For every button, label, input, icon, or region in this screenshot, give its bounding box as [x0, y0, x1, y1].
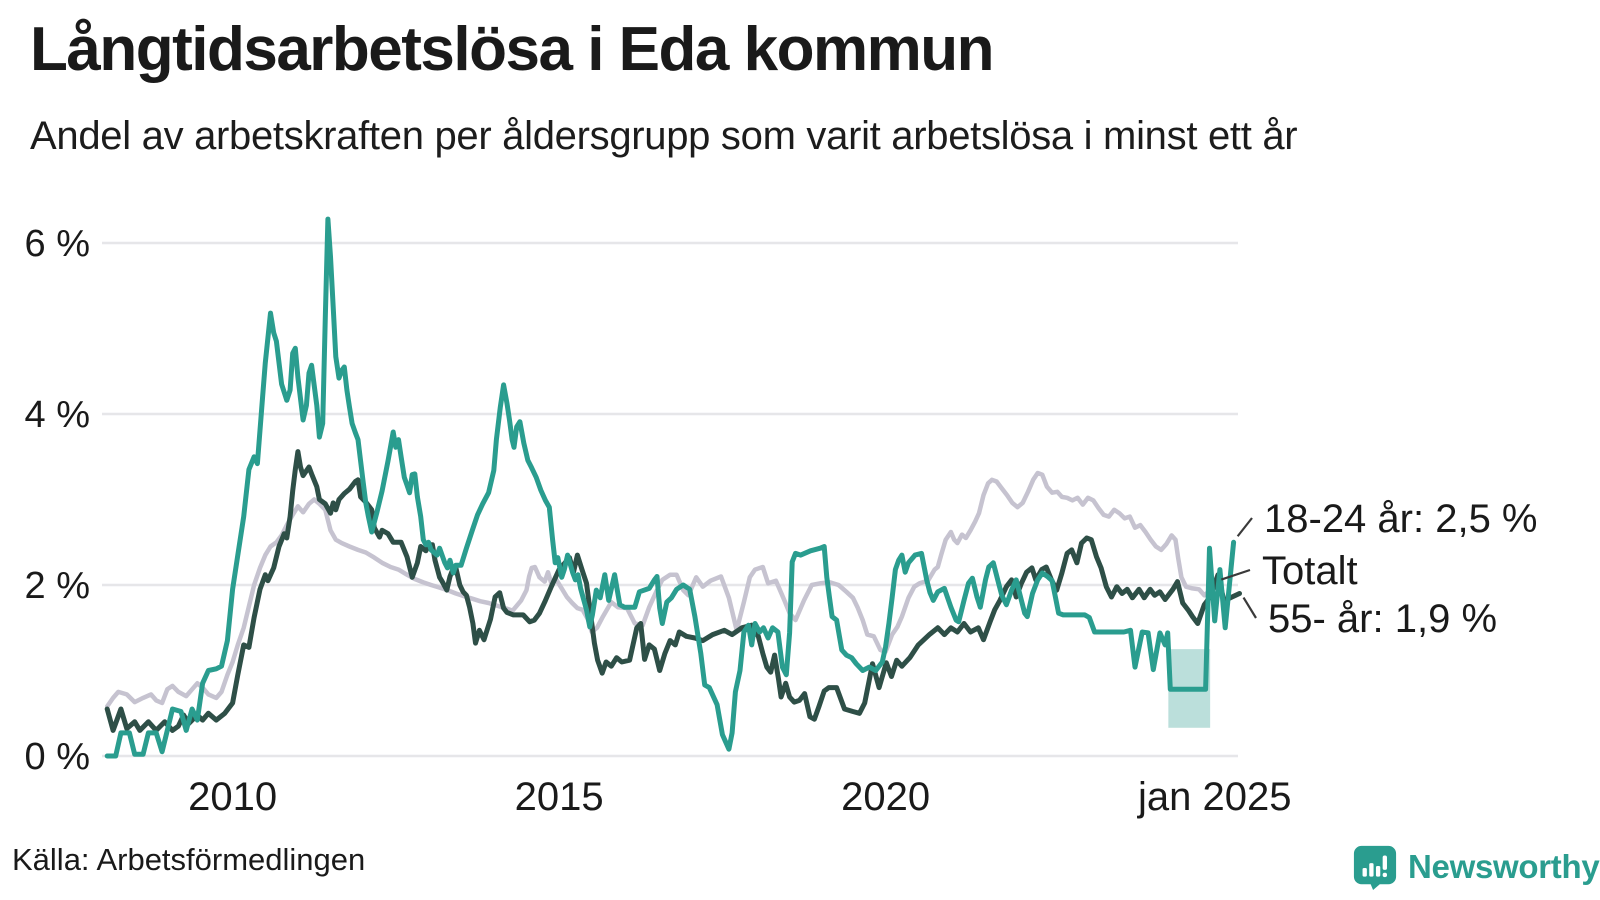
leader-line-senior	[1242, 596, 1257, 619]
x-axis-tick-label: jan 2025	[1137, 775, 1291, 819]
y-axis-tick-label: 0 %	[25, 736, 90, 778]
newsworthy-logo-icon	[1353, 845, 1397, 890]
x-axis-tick-label: 2015	[515, 775, 604, 819]
y-axis-tick-label: 4 %	[25, 394, 90, 436]
series-line-senior	[104, 449, 1242, 733]
series-end-label-youth: 18-24 år: 2,5 %	[1264, 497, 1538, 541]
newsworthy-logo-text: Newsworthy	[1408, 848, 1600, 885]
x-axis-tick-label: 2010	[188, 775, 277, 819]
series-end-label-senior: 55- år: 1,9 %	[1268, 597, 1497, 641]
series-end-label-total: Totalt	[1262, 549, 1358, 593]
series-line-youth	[104, 216, 1237, 759]
newsworthy-logo[interactable]: Newsworthy	[1352, 844, 1600, 890]
leader-line-total	[1220, 568, 1251, 581]
chart-title: Långtidsarbetslösa i Eda kommun	[30, 15, 994, 84]
y-axis-tick-label: 2 %	[25, 565, 90, 607]
y-axis-tick-label: 6 %	[25, 223, 90, 265]
series-line-total	[104, 470, 1220, 709]
source-note: Källa: Arbetsförmedlingen	[12, 842, 366, 877]
chart-subtitle: Andel av arbetskraften per åldersgrupp s…	[30, 114, 1298, 158]
leader-line-youth	[1236, 517, 1253, 537]
x-axis-tick-label: 2020	[841, 775, 930, 819]
